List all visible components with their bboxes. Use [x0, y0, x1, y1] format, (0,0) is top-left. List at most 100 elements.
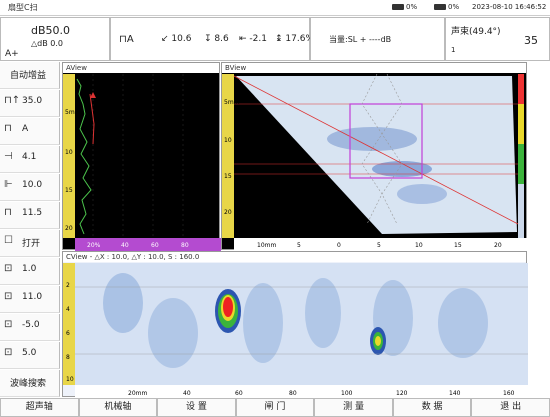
- equivalent-readout: 当量:SL + ----dB: [329, 35, 392, 44]
- aview-panel[interactable]: AView 5mm 10 15 20 20% 40 60 80: [62, 62, 221, 251]
- cview-xtick: 140: [449, 390, 461, 397]
- gate-height-icon: ⊓: [4, 207, 12, 218]
- bottom-menu-button[interactable]: 机械轴: [78, 398, 158, 417]
- bview-ytick: 10: [224, 137, 232, 144]
- sidebar-item-value: 11.5: [22, 208, 43, 218]
- sidebar-item[interactable]: ⊡ -5.0: [0, 314, 60, 341]
- title-bar: 扇型C扫 0% 0% 2023-08-10 16:46:52: [0, 0, 550, 16]
- sidebar-item[interactable]: ☐ 打开: [0, 230, 60, 257]
- sidebar-item-value: 10.0: [22, 180, 43, 190]
- battery-icon: [392, 4, 404, 10]
- bottom-menu-button[interactable]: 退 出: [471, 398, 550, 417]
- cursor-y-icon: ⊡: [4, 291, 13, 302]
- aview-xtick: 20%: [87, 242, 101, 249]
- cview-xtick: 160: [503, 390, 515, 397]
- gate-readout: ⊓A: [119, 34, 134, 45]
- sidebar-item[interactable]: ⊓ 11.5: [0, 202, 60, 229]
- cview-ytick: 8: [66, 354, 70, 361]
- sidebar-item[interactable]: 波峰搜索: [0, 370, 60, 397]
- measurement-box: ⊓A ↙ 10.6 ↧ 8.6 ⇤ -2.1 ↨ 17.6%: [110, 17, 314, 61]
- battery-status-2: 0%: [434, 3, 459, 11]
- sound-path-readout: ↙ 10.6: [161, 34, 192, 44]
- aview-xtick: 60: [151, 242, 159, 249]
- bottom-menu-button[interactable]: 数 据: [392, 398, 472, 417]
- sidebar-item[interactable]: ⊩ 10.0: [0, 174, 60, 201]
- range-icon: ⊓↑: [4, 95, 21, 106]
- bview-xtick: 5: [377, 242, 381, 249]
- sidebar-item[interactable]: ⊓ A: [0, 118, 60, 145]
- sidebar-item-label: 波峰搜索: [10, 379, 47, 389]
- aview-xtick: 80: [181, 242, 189, 249]
- aview-ytick: 15: [65, 187, 73, 194]
- bottom-menu-button[interactable]: 超声轴: [0, 398, 79, 417]
- bview-xtick: 10mm: [257, 242, 276, 249]
- amplitude-readout: ↨ 17.6%: [275, 34, 314, 44]
- sidebar-item[interactable]: ⊡ 11.0: [0, 286, 60, 313]
- bottom-menu-button[interactable]: 设 置: [157, 398, 236, 417]
- gate-icon: ⊓: [4, 123, 12, 134]
- equivalent-box: 当量:SL + ----dB: [310, 17, 445, 61]
- sidebar-item-value: A: [22, 124, 29, 134]
- bview-panel[interactable]: BView 5mm 10 15 20 10mm 5 0 5 10 15 20: [221, 62, 528, 251]
- bview-xtick: 5: [297, 242, 301, 249]
- aview-ytick: 10: [65, 149, 73, 156]
- cview-xtick: 120: [396, 390, 408, 397]
- bview-xtick: 0: [337, 242, 341, 249]
- cursor-w-icon: ⊡: [4, 347, 13, 358]
- sidebar-item-value: 35.0: [22, 96, 43, 106]
- sidebar-item[interactable]: ⊣ 4.1: [0, 146, 60, 173]
- bview-ytick: 15: [224, 173, 232, 180]
- aview-title: AView: [63, 63, 219, 73]
- beam-label: 声束(49.4°): [451, 27, 501, 37]
- aview-ylabel: 5mm: [65, 109, 81, 116]
- beam-box[interactable]: 声束(49.4°) 1 35: [445, 17, 550, 61]
- cview-xtick: 40: [183, 390, 191, 397]
- sidebar-item[interactable]: ⊡ 1.0: [0, 258, 60, 285]
- cursor-x-icon: ⊡: [4, 263, 13, 274]
- sidebar-item[interactable]: 自动增益: [0, 62, 60, 89]
- delta-gain: △dB 0.0: [31, 39, 63, 48]
- gain-value: dB50.0: [31, 24, 71, 37]
- datetime: 2023-08-10 16:46:52: [472, 3, 547, 11]
- bottom-menu-button[interactable]: 测 量: [314, 398, 393, 417]
- cview-xtick: 60: [235, 390, 243, 397]
- sidebar-item-value: 1.0: [22, 264, 37, 274]
- cview-plot: 2 4 6 8 10 20mm 40 60 80 100 120 140 160: [63, 263, 528, 398]
- gate-width-icon: ⊩: [4, 179, 13, 190]
- cview-ytick: 4: [66, 306, 70, 313]
- bview-xtick: 10: [415, 242, 423, 249]
- bview-ytick: 20: [224, 209, 232, 216]
- cview-panel[interactable]: CView - △X : 10.0, △Y : 10.0, S : 160.0 …: [62, 251, 528, 398]
- depth-readout: ↧ 8.6: [204, 34, 229, 44]
- beam-value: 35: [524, 34, 538, 47]
- sidebar-item-label: 自动增益: [10, 71, 47, 81]
- mode-label: A+: [5, 49, 19, 59]
- bview-plot: 5mm 10 15 20 10mm 5 0 5 10 15 20: [222, 74, 528, 251]
- sidebar-item[interactable]: ⊓↑ 35.0: [0, 90, 60, 117]
- cview-xtick: 80: [289, 390, 297, 397]
- sidebar-item[interactable]: ⊡ 5.0: [0, 342, 60, 369]
- sidebar-item-value: 11.0: [22, 292, 43, 302]
- bview-xtick: 15: [454, 242, 462, 249]
- aview-xtick: 40: [121, 242, 129, 249]
- bview-title: BView: [222, 63, 526, 73]
- app-title: 扇型C扫: [8, 3, 38, 12]
- cview-ytick: 10: [66, 376, 74, 383]
- sidebar-item-value: 5.0: [22, 348, 37, 358]
- cview-ytick: 2: [66, 282, 70, 289]
- beam-index: 1: [451, 46, 456, 54]
- battery-status-1: 0%: [392, 3, 417, 11]
- checkbox-icon: ☐: [4, 235, 13, 246]
- cview-xtick: 20mm: [128, 390, 147, 397]
- sidebar-item-value: 打开: [22, 239, 41, 249]
- gate-start-icon: ⊣: [4, 151, 13, 162]
- cursor-z-icon: ⊡: [4, 319, 13, 330]
- gate-icon: ⊓: [119, 34, 127, 45]
- gain-box[interactable]: dB50.0 △dB 0.0 A+: [0, 17, 110, 61]
- battery-icon: [434, 4, 446, 10]
- horizontal-readout: ⇤ -2.1: [239, 34, 267, 44]
- aview-ytick: 20: [65, 225, 73, 232]
- bview-xtick: 20: [494, 242, 502, 249]
- bottom-menu-button[interactable]: 闸 门: [235, 398, 315, 417]
- cview-ytick: 6: [66, 330, 70, 337]
